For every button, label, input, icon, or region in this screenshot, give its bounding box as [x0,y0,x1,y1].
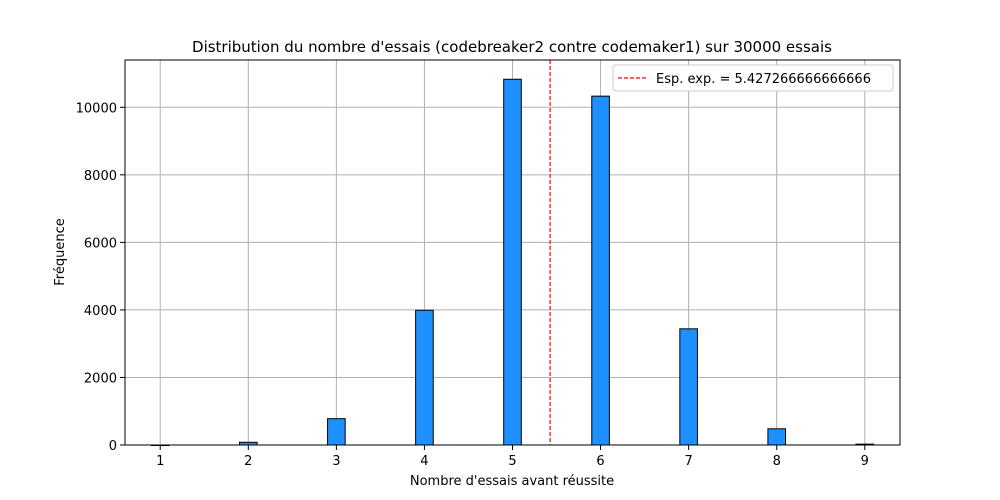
y-tick-label: 2000 [84,371,117,386]
legend-box [612,64,894,92]
y-tick-label: 10000 [76,101,117,116]
x-tick-label: 3 [332,454,340,469]
y-tick-label: 8000 [84,169,117,184]
bar-7 [679,328,698,446]
bar-3 [327,418,346,446]
bar-4 [415,309,434,446]
x-tick-label: 6 [596,454,604,469]
y-axis-label: Fréquence [53,218,68,285]
x-axis-label: Nombre d'essais avant réussite [410,474,614,489]
x-tick-label: 4 [420,454,428,469]
bar-6 [591,95,610,446]
x-tick-label: 8 [773,454,781,469]
x-tick-label: 2 [244,454,252,469]
chart-title: Distribution du nombre d'essais (codebre… [192,38,832,56]
bar-5 [503,78,522,446]
x-tick-label: 7 [684,454,692,469]
y-tick-label: 6000 [84,236,117,251]
legend: Esp. exp. = 5.427266666666666 [612,64,894,92]
x-tick-label: 9 [861,454,869,469]
legend-label: Esp. exp. = 5.427266666666666 [656,72,871,87]
x-tick-label: 5 [508,454,516,469]
bar-8 [767,428,787,446]
y-axis-ticks: 0 2000 4000 6000 8000 10000 [76,101,125,454]
y-tick-label: 4000 [84,304,117,319]
x-tick-label: 1 [156,454,164,469]
x-axis-ticks: 1 2 3 4 5 6 7 8 9 [156,445,869,469]
bars [150,78,875,446]
y-tick-label: 0 [109,439,117,454]
